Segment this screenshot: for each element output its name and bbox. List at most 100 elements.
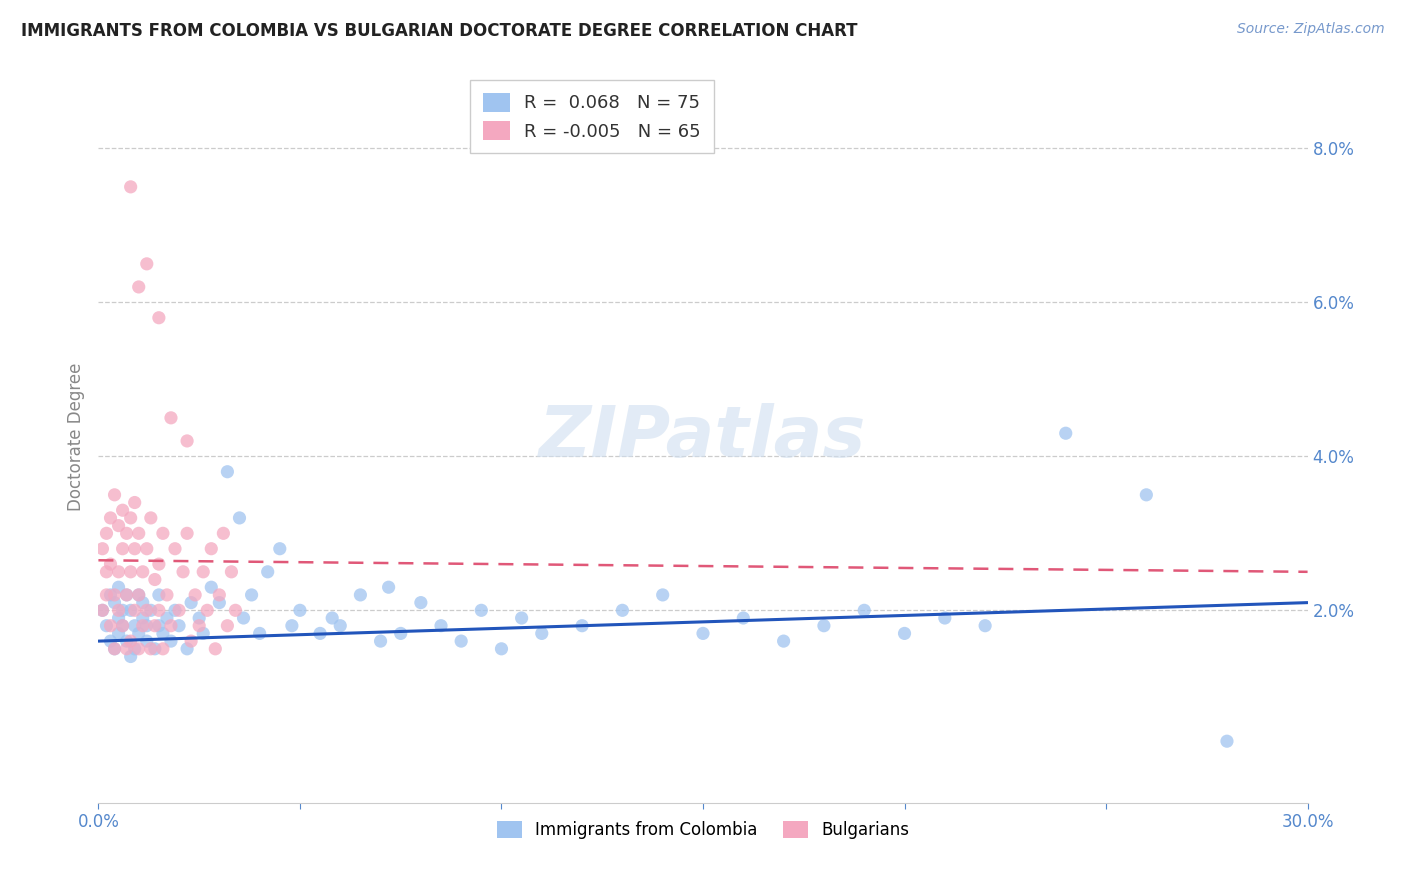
Point (103, 641, 125, 656)
Point (128, 626, 150, 640)
Text: Source: ZipAtlas.com: Source: ZipAtlas.com (1237, 22, 1385, 37)
Point (450, 634, 472, 648)
Point (120, 179, 142, 194)
Point (152, 526, 174, 541)
Point (139, 603, 162, 617)
Point (212, 526, 235, 541)
Point (389, 626, 412, 640)
Point (180, 634, 202, 648)
Point (232, 611, 254, 625)
Point (107, 611, 129, 625)
Point (974, 618, 997, 632)
Point (176, 641, 198, 656)
Point (128, 641, 150, 656)
Point (100, 557, 122, 571)
Point (132, 618, 155, 632)
Point (111, 503, 134, 517)
Point (135, 257, 157, 271)
Point (111, 603, 134, 617)
Point (309, 626, 332, 640)
Point (163, 603, 186, 617)
Point (115, 588, 138, 602)
Point (160, 634, 183, 648)
Point (111, 618, 134, 632)
Point (148, 618, 170, 632)
Point (100, 634, 122, 648)
Text: ZIPatlas: ZIPatlas (540, 402, 866, 472)
Point (156, 611, 179, 625)
Point (160, 618, 183, 632)
Point (269, 541, 291, 556)
Point (135, 541, 157, 556)
Point (124, 641, 146, 656)
Point (143, 573, 166, 587)
Point (195, 603, 218, 617)
Point (115, 588, 138, 602)
Point (139, 511, 162, 525)
Point (329, 618, 352, 632)
Text: IMMIGRANTS FROM COLOMBIA VS BULGARIAN DOCTORATE DEGREE CORRELATION CHART: IMMIGRANTS FROM COLOMBIA VS BULGARIAN DO… (21, 22, 858, 40)
Point (96, 526, 118, 541)
Point (256, 565, 278, 579)
Point (288, 603, 311, 617)
Point (193, 626, 215, 640)
Point (208, 596, 231, 610)
Point (148, 603, 170, 617)
Point (120, 649, 142, 664)
Point (733, 611, 755, 625)
Point (148, 310, 170, 325)
Point (152, 626, 174, 640)
Point (172, 565, 194, 579)
Point (100, 511, 122, 525)
Point (184, 588, 207, 602)
Point (148, 588, 170, 602)
Point (224, 603, 246, 617)
Point (221, 565, 243, 579)
Point (107, 626, 129, 640)
Point (143, 641, 166, 656)
Point (103, 641, 125, 656)
Point (612, 603, 634, 617)
Point (180, 596, 202, 610)
Point (240, 588, 263, 602)
Point (100, 588, 122, 602)
Point (160, 410, 183, 425)
Point (217, 618, 239, 632)
Point (128, 526, 150, 541)
Point (193, 565, 215, 579)
Point (124, 495, 146, 509)
Point (111, 618, 134, 632)
Point (139, 641, 162, 656)
Point (208, 588, 231, 602)
Point (813, 618, 835, 632)
Point (115, 526, 138, 541)
Point (249, 626, 271, 640)
Point (120, 634, 142, 648)
Point (107, 518, 129, 533)
Point (281, 618, 304, 632)
Point (135, 618, 157, 632)
Point (91, 541, 114, 556)
Point (1054, 426, 1077, 441)
Point (128, 280, 150, 294)
Point (132, 565, 155, 579)
Point (91, 603, 114, 617)
Point (148, 557, 170, 571)
Point (103, 488, 125, 502)
Point (651, 588, 673, 602)
Point (409, 596, 432, 610)
Point (100, 618, 122, 632)
Point (188, 611, 211, 625)
Point (132, 611, 155, 625)
Point (111, 541, 134, 556)
Point (132, 596, 155, 610)
Point (124, 618, 146, 632)
Point (96, 588, 118, 602)
Point (156, 588, 179, 602)
Point (167, 618, 190, 632)
Point (143, 618, 166, 632)
Point (200, 580, 222, 594)
Point (349, 588, 371, 602)
Point (692, 626, 714, 640)
Point (103, 588, 125, 602)
